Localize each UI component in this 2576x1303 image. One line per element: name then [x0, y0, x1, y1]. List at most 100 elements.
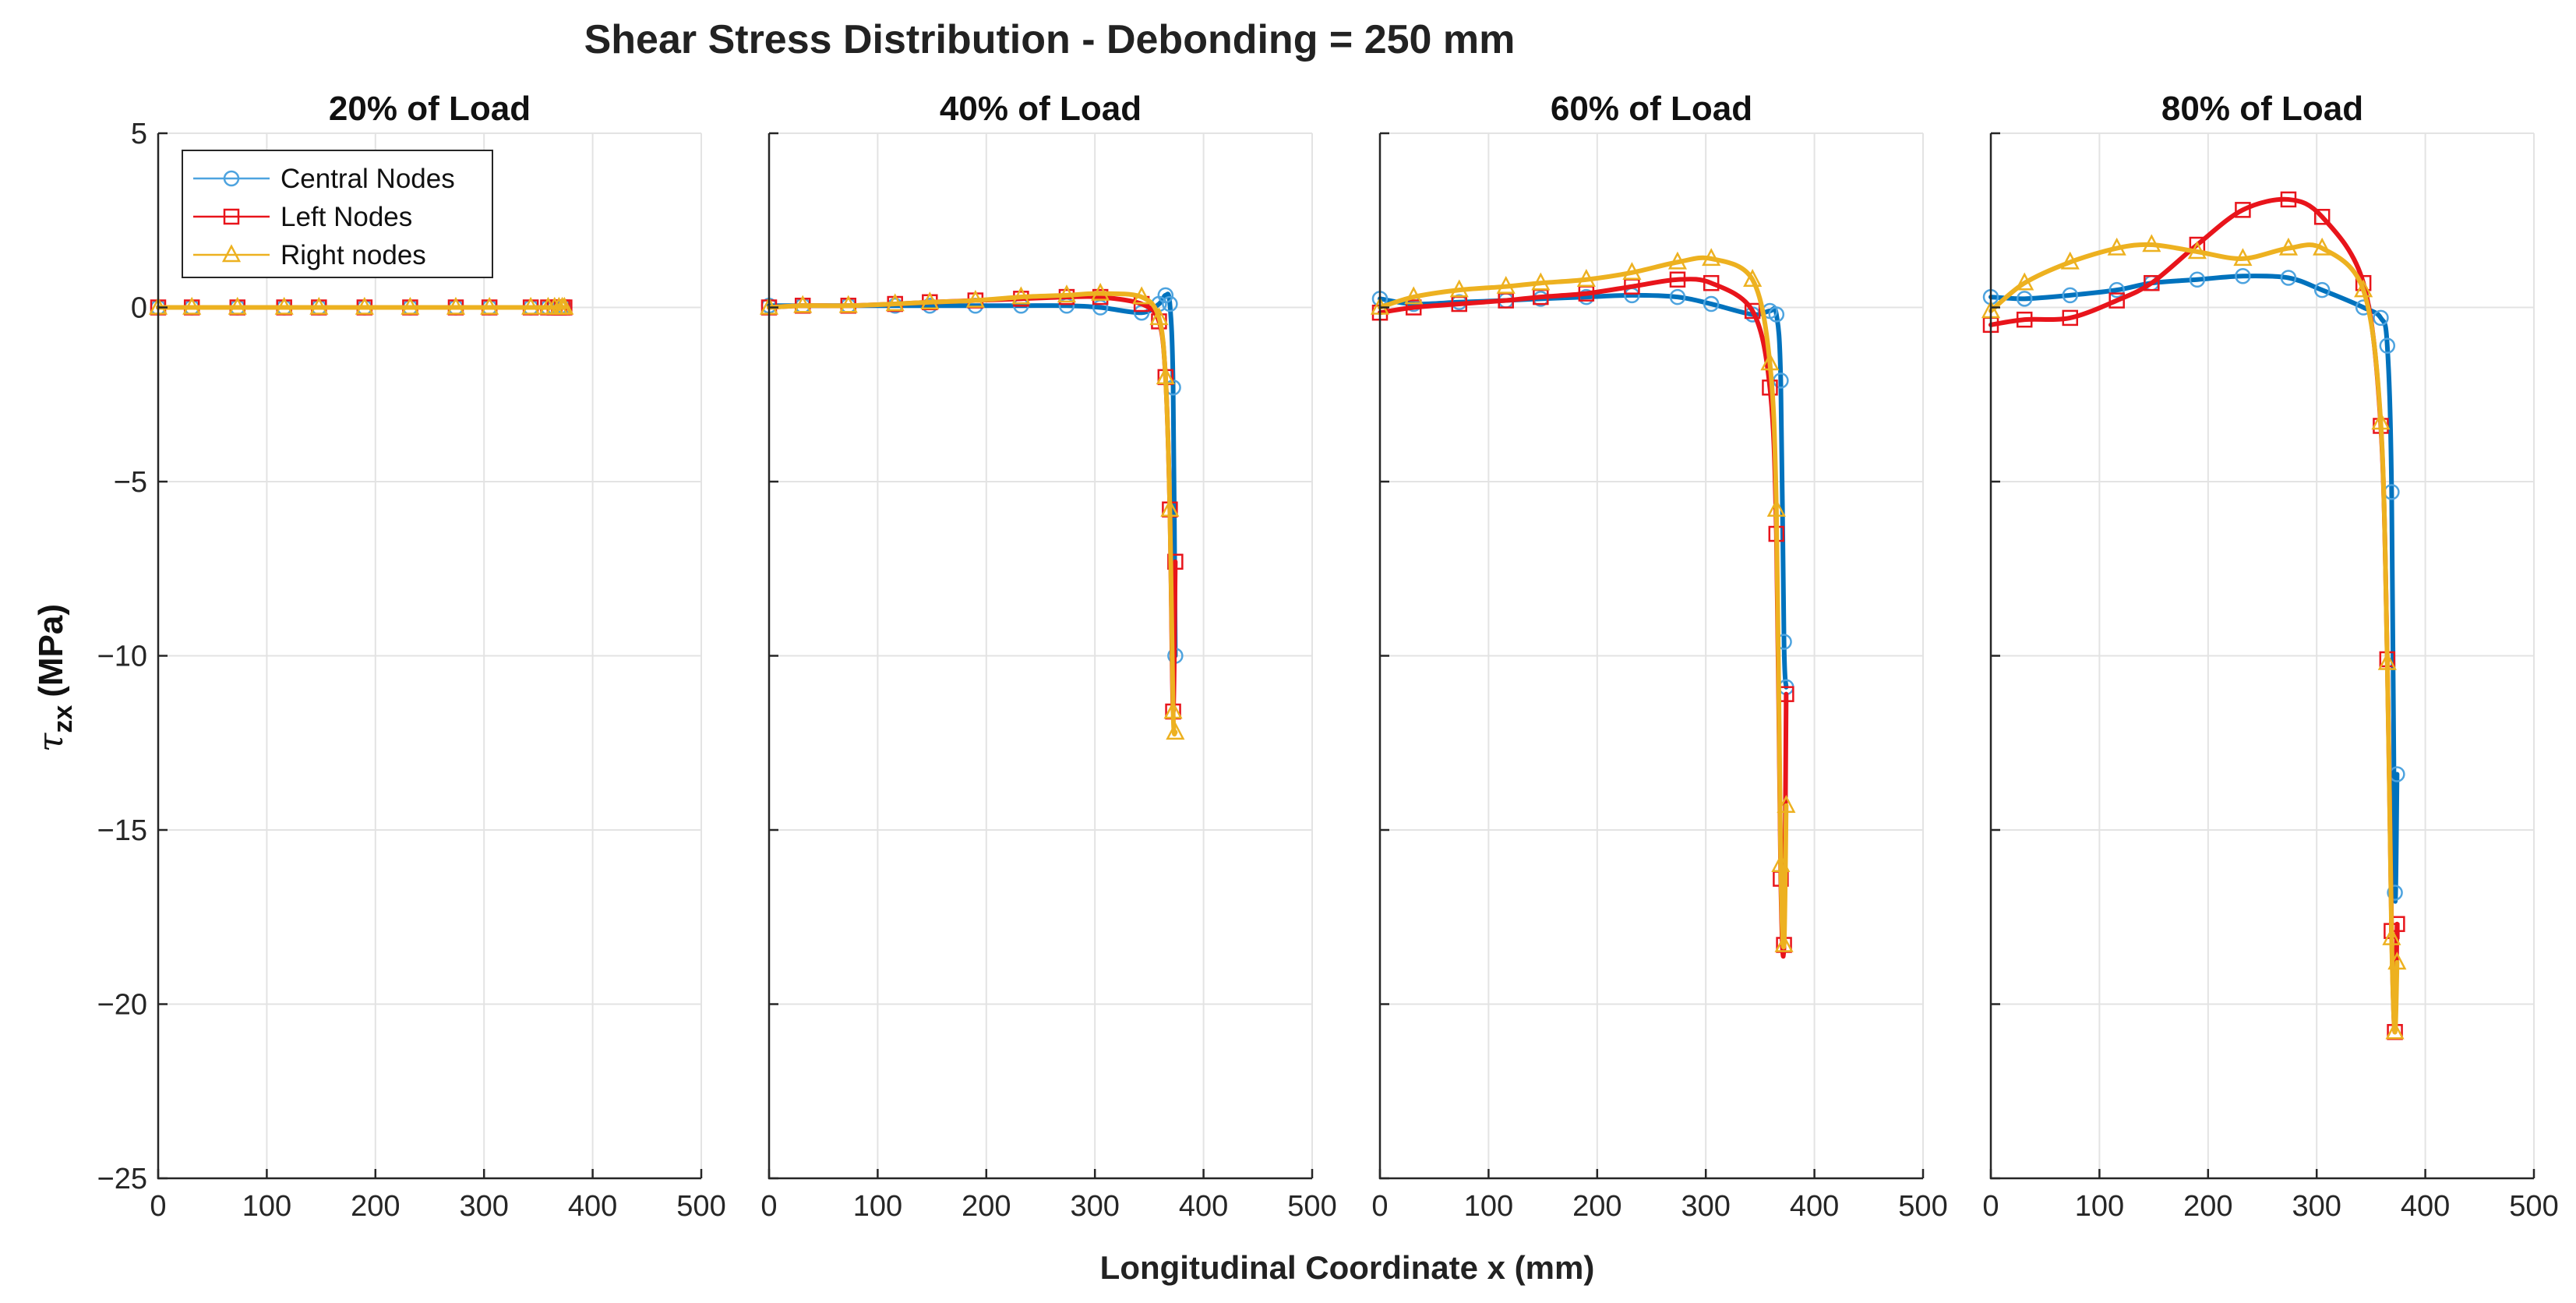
data-point: [446, 296, 466, 315]
data-point: [1405, 299, 1422, 316]
y-tick-label: 5: [131, 118, 147, 150]
y-axis-label-symbol: τ: [31, 733, 71, 752]
x-tick-label: 0: [1982, 1190, 1999, 1223]
y-tick-label: −20: [97, 989, 147, 1022]
data-point: [274, 296, 294, 315]
x-tick-label: 300: [459, 1190, 508, 1223]
panel-3: 0 100 200 300 400 500 60% of Load: [1370, 90, 1948, 1223]
panel-title: 60% of Load: [1551, 90, 1752, 128]
legend-entry: Central Nodes: [193, 164, 455, 194]
data-point: [309, 296, 329, 315]
data-point: [2379, 337, 2396, 354]
data-point: [555, 296, 574, 315]
panel-title: 40% of Load: [940, 90, 1142, 128]
x-tick-label: 400: [2401, 1190, 2450, 1223]
series-line: [767, 291, 1178, 736]
data-point: [1156, 366, 1175, 385]
data-point: [2060, 251, 2080, 270]
data-point: [2016, 311, 2033, 328]
data-point: [1771, 854, 1791, 872]
data-point: [2278, 237, 2299, 256]
data-point: [1669, 288, 1686, 305]
data-point: [1057, 284, 1077, 303]
series-line: [1378, 255, 1789, 950]
series-right-nodes: [1981, 234, 2407, 1040]
data-point: [1622, 262, 1642, 281]
data-point: [2385, 1021, 2405, 1040]
x-tick-label: 500: [676, 1190, 725, 1223]
x-tick-label: 500: [1898, 1190, 1947, 1223]
data-point: [2382, 927, 2401, 945]
series-right-nodes: [759, 282, 1185, 740]
legend-marker: [221, 244, 242, 263]
legend-marker: [223, 170, 240, 187]
data-point: [2108, 292, 2125, 309]
series-line: [1988, 274, 2400, 904]
panel-title: 20% of Load: [329, 90, 531, 128]
x-tick-label: 200: [962, 1190, 1011, 1223]
data-point: [793, 295, 813, 313]
data-point: [1132, 286, 1152, 305]
data-point: [2189, 271, 2206, 288]
y-tick-label: −25: [97, 1163, 147, 1195]
data-point: [2187, 241, 2207, 260]
data-point: [182, 296, 202, 315]
data-point: [2280, 191, 2297, 208]
x-tick-label: 0: [150, 1190, 166, 1223]
data-point: [1703, 295, 1720, 313]
data-point: [920, 291, 940, 310]
y-tick-label: −15: [97, 814, 147, 847]
data-point: [1149, 307, 1169, 326]
data-point: [2387, 952, 2407, 970]
panel-4: 0 100 200 300 400 500 80% of Load: [1981, 90, 2559, 1223]
data-point: [885, 293, 905, 312]
x-tick-label: 100: [2075, 1190, 2124, 1223]
y-axis-label: τzx (MPa): [31, 604, 78, 752]
x-tick-label: 400: [568, 1190, 617, 1223]
x-tick-label: 100: [242, 1190, 291, 1223]
data-point: [2235, 268, 2251, 284]
data-point: [1774, 934, 1794, 952]
legend-label: Left Nodes: [281, 202, 412, 232]
x-tick-label: 0: [760, 1190, 777, 1223]
x-tick-label: 300: [2292, 1190, 2341, 1223]
x-tick-label: 100: [853, 1190, 902, 1223]
legend: Central Nodes Left Nodes Right nodes: [182, 150, 493, 278]
data-point: [2015, 272, 2034, 291]
data-point: [2313, 237, 2332, 256]
data-point: [1011, 286, 1031, 305]
data-point: [1449, 279, 1469, 298]
y-tick-label: 0: [131, 292, 147, 325]
data-point: [2062, 287, 2079, 304]
x-tick-label: 200: [351, 1190, 400, 1223]
data-point: [480, 296, 499, 315]
x-tick-label: 0: [1371, 1190, 1388, 1223]
data-point: [228, 296, 247, 315]
data-point: [2108, 281, 2125, 298]
data-point: [1669, 271, 1686, 288]
data-point: [1157, 287, 1174, 304]
data-point: [1496, 275, 1516, 294]
data-point: [2107, 237, 2126, 256]
series-right-nodes: [1370, 248, 1796, 952]
data-point: [1743, 269, 1763, 287]
data-point: [1167, 553, 1184, 570]
data-point: [2233, 248, 2253, 267]
legend-entry: Right nodes: [193, 240, 426, 270]
data-point: [1766, 499, 1786, 517]
data-point: [2371, 411, 2391, 430]
data-point: [965, 289, 985, 308]
y-axis-label-subscript: zx: [48, 705, 78, 733]
data-point: [1160, 499, 1180, 517]
data-point: [2387, 885, 2403, 901]
x-tick-label: 300: [1070, 1190, 1119, 1223]
figure-title: Shear Stress Distribution - Debonding = …: [584, 17, 1516, 62]
data-point: [838, 295, 858, 313]
data-point: [1166, 722, 1185, 740]
data-point: [1163, 701, 1183, 719]
legend-label: Central Nodes: [281, 164, 455, 194]
data-point: [521, 296, 541, 315]
x-tick-label: 300: [1681, 1190, 1730, 1223]
data-point: [1777, 795, 1796, 813]
